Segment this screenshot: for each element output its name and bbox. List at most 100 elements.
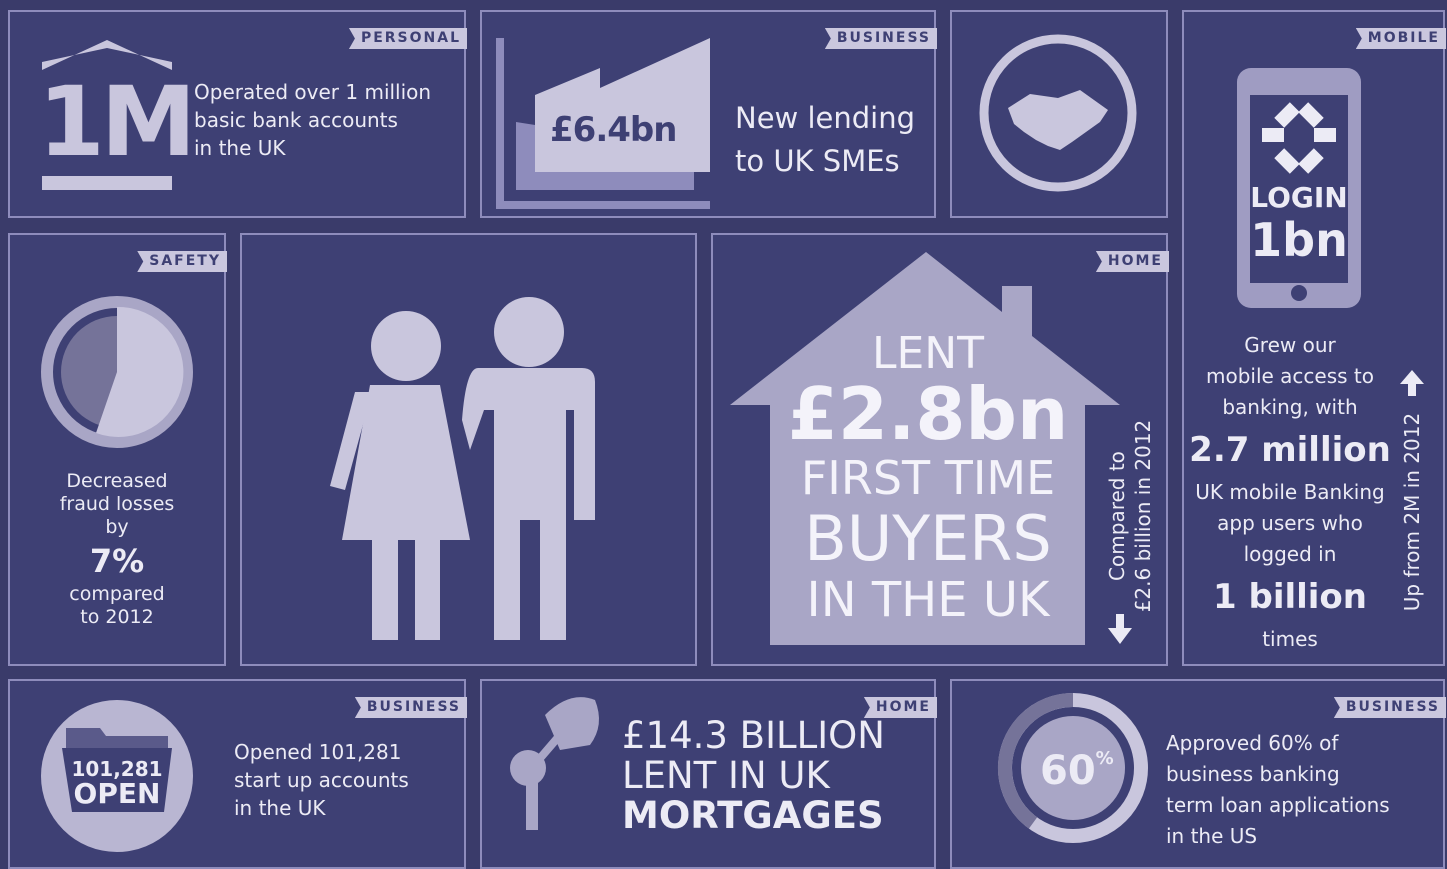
text-line: Grew our bbox=[1244, 333, 1336, 357]
text-line: in the UK bbox=[194, 136, 286, 160]
text: Opened 101,281 start up accounts in the UK bbox=[234, 738, 409, 822]
tag: PERSONAL bbox=[348, 28, 467, 49]
shape bbox=[371, 311, 441, 381]
text-line: basic bank accounts bbox=[194, 108, 398, 132]
text: Grew our mobile access to banking, with 2.… bbox=[1180, 330, 1400, 655]
phone-button bbox=[1291, 285, 1307, 301]
shape bbox=[1274, 148, 1300, 174]
chart-shape bbox=[535, 38, 710, 172]
figure: 60% bbox=[1040, 748, 1114, 794]
shape bbox=[1274, 102, 1300, 128]
text-line: Approved 60% of bbox=[1166, 731, 1339, 755]
text-line: MORTGAGES bbox=[622, 794, 884, 837]
text: Approved 60% of business banking term loan… bbox=[1166, 728, 1390, 852]
house bbox=[730, 252, 1120, 645]
text-line: Compared to bbox=[1105, 451, 1129, 581]
shape bbox=[1298, 148, 1324, 174]
text-line: New lending bbox=[735, 101, 916, 135]
text-line: 7% bbox=[89, 542, 145, 580]
text: £14.3 BILLION LENT IN UK MORTGAGES bbox=[622, 716, 885, 836]
arrow-down bbox=[1108, 614, 1132, 644]
folder-tab bbox=[66, 728, 168, 748]
text-line: FIRST TIME bbox=[800, 451, 1056, 505]
screen-text: LOGIN 1bn bbox=[1250, 180, 1348, 264]
arrow-up bbox=[1400, 370, 1424, 396]
text-line: 101,281 bbox=[71, 757, 163, 781]
keys bbox=[510, 697, 599, 830]
text-line: by bbox=[105, 516, 129, 538]
text-line: Decreased bbox=[66, 470, 168, 492]
text-line: times bbox=[1262, 627, 1318, 651]
text-line: to UK SMEs bbox=[735, 144, 900, 178]
tag: BUSINESS bbox=[354, 697, 467, 718]
text-line: start up accounts bbox=[234, 768, 409, 792]
text-line: business banking bbox=[1166, 762, 1340, 786]
text-line: app users who bbox=[1217, 511, 1363, 535]
text-line: to 2012 bbox=[80, 606, 154, 628]
text-line: % bbox=[1095, 748, 1114, 769]
tag: MOBILE bbox=[1355, 28, 1446, 49]
text-line: 2.7 million bbox=[1189, 430, 1391, 470]
side-text: Compared to £2.6 billion in 2012 bbox=[1104, 406, 1156, 626]
text-line: fraud losses bbox=[59, 493, 175, 515]
tag: HOME bbox=[1095, 251, 1169, 272]
text: Decreased fraud losses by 7% compared to 20… bbox=[8, 470, 226, 629]
tag: HOME bbox=[863, 697, 937, 718]
text-line: BUYERS bbox=[804, 502, 1052, 575]
shape bbox=[526, 732, 564, 773]
shape bbox=[494, 297, 564, 367]
figure: 1M bbox=[38, 66, 196, 178]
text-line: in the UK bbox=[234, 796, 326, 820]
pie-ring bbox=[41, 296, 193, 448]
pediment bbox=[42, 40, 172, 70]
text-line: UK mobile Banking bbox=[1195, 480, 1385, 504]
text-line: £2.8bn bbox=[787, 372, 1069, 456]
text: New lending to UK SMEs bbox=[735, 97, 915, 183]
text: Operated over 1 million basic bank accoun… bbox=[194, 78, 431, 162]
shape bbox=[1314, 128, 1336, 142]
side-text: Up from 2M in 2012 bbox=[1400, 412, 1424, 612]
text-line: £14.3 BILLION bbox=[622, 714, 885, 757]
folder bbox=[62, 748, 172, 812]
people bbox=[330, 297, 595, 640]
folder-text: 101,281 OPEN bbox=[62, 758, 172, 808]
text-line: banking, with bbox=[1222, 395, 1358, 419]
tag: BUSINESS bbox=[824, 28, 937, 49]
panel-people bbox=[240, 233, 697, 666]
shape bbox=[526, 780, 538, 830]
text-line: LENT bbox=[871, 328, 985, 379]
handshake bbox=[1008, 90, 1108, 150]
screen bbox=[1250, 95, 1348, 283]
chart-axis bbox=[496, 38, 710, 209]
house-text: LENT £2.8bn FIRST TIME BUYERS IN THE UK bbox=[778, 328, 1078, 629]
donut-center bbox=[1021, 716, 1125, 820]
tag: SAFETY bbox=[137, 251, 227, 272]
shape bbox=[1262, 128, 1284, 142]
text-line: mobile access to bbox=[1205, 364, 1375, 388]
text-line: logged in bbox=[1243, 542, 1337, 566]
tag: BUSINESS bbox=[1333, 697, 1446, 718]
text-line: compared bbox=[69, 583, 165, 605]
text-line: 1 billion bbox=[1212, 577, 1367, 617]
text-line: OPEN bbox=[73, 777, 161, 810]
donut-rest bbox=[998, 693, 1074, 829]
base bbox=[42, 176, 172, 190]
text-line: term loan applications bbox=[1166, 793, 1390, 817]
text-line: LOGIN bbox=[1250, 181, 1348, 214]
text-line: LENT IN UK bbox=[622, 754, 830, 797]
ring bbox=[979, 34, 1137, 192]
figure: £6.4bn bbox=[550, 110, 677, 150]
text-line: £2.6 billion in 2012 bbox=[1131, 419, 1155, 613]
pie-slice bbox=[96, 306, 184, 437]
shape bbox=[462, 368, 595, 640]
shape bbox=[330, 392, 372, 490]
text-line: Operated over 1 million bbox=[194, 80, 432, 104]
text-line: in the US bbox=[1166, 824, 1258, 848]
shape bbox=[342, 385, 470, 640]
logo bbox=[1262, 102, 1336, 174]
text-line: Opened 101,281 bbox=[234, 740, 402, 764]
text-line: IN THE UK bbox=[806, 572, 1050, 628]
text-line: 60 bbox=[1040, 748, 1096, 794]
